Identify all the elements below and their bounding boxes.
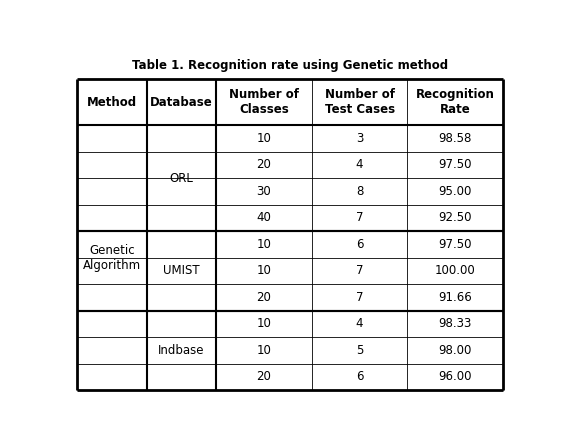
Text: 10: 10 [257, 132, 271, 145]
Text: 3: 3 [356, 132, 363, 145]
Text: 10: 10 [257, 318, 271, 330]
Text: ORL: ORL [169, 172, 193, 185]
Text: 20: 20 [257, 158, 271, 172]
Text: Table 1. Recognition rate using Genetic method: Table 1. Recognition rate using Genetic … [132, 59, 448, 72]
Text: 30: 30 [257, 185, 271, 198]
Text: 7: 7 [356, 211, 363, 224]
Text: 97.50: 97.50 [439, 158, 472, 172]
Text: 20: 20 [257, 291, 271, 304]
Text: Database: Database [150, 96, 213, 109]
Text: Genetic
Algorithm: Genetic Algorithm [83, 244, 141, 272]
Text: 95.00: 95.00 [439, 185, 472, 198]
Text: 40: 40 [257, 211, 271, 224]
Text: Indbase: Indbase [158, 344, 205, 357]
Text: 98.58: 98.58 [439, 132, 472, 145]
Text: 98.00: 98.00 [439, 344, 472, 357]
Text: 10: 10 [257, 344, 271, 357]
Text: Number of
Test Cases: Number of Test Cases [324, 88, 395, 116]
Text: Recognition
Rate: Recognition Rate [416, 88, 495, 116]
Text: 5: 5 [356, 344, 363, 357]
Text: Method: Method [87, 96, 137, 109]
Text: 92.50: 92.50 [439, 211, 472, 224]
Text: 4: 4 [356, 158, 363, 172]
Text: 98.33: 98.33 [439, 318, 472, 330]
Text: 91.66: 91.66 [438, 291, 472, 304]
Text: 7: 7 [356, 291, 363, 304]
Text: 4: 4 [356, 318, 363, 330]
Text: 10: 10 [257, 264, 271, 277]
Text: Number of
Classes: Number of Classes [229, 88, 299, 116]
Text: 100.00: 100.00 [435, 264, 475, 277]
Text: UMIST: UMIST [163, 264, 200, 277]
Text: 8: 8 [356, 185, 363, 198]
Text: 10: 10 [257, 238, 271, 251]
Text: 96.00: 96.00 [439, 370, 472, 383]
Text: 6: 6 [356, 370, 363, 383]
Text: 97.50: 97.50 [439, 238, 472, 251]
Text: 6: 6 [356, 238, 363, 251]
Text: 7: 7 [356, 264, 363, 277]
Text: 20: 20 [257, 370, 271, 383]
